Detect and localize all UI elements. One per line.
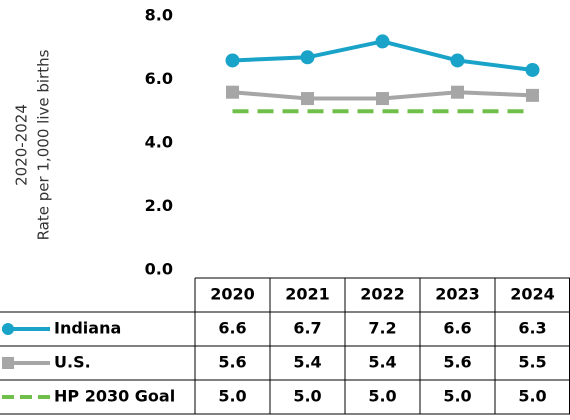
data-point xyxy=(301,92,314,106)
y-tick-label: 2.0 xyxy=(145,196,173,215)
data-point xyxy=(225,53,240,68)
x-tick-label: 2024 xyxy=(510,285,555,304)
table-value: 6.7 xyxy=(293,319,321,338)
table-value: 6.6 xyxy=(443,319,471,338)
table-value: 5.5 xyxy=(518,353,546,372)
data-point xyxy=(525,62,540,77)
table-value: 6.6 xyxy=(218,319,246,338)
table-value: 5.6 xyxy=(443,353,471,372)
y-axis-label: 2020-2024 xyxy=(13,104,31,186)
table-value: 5.0 xyxy=(443,387,471,406)
x-tick-label: 2020 xyxy=(210,285,255,304)
data-point xyxy=(300,50,315,65)
x-tick-label: 2022 xyxy=(360,285,405,304)
table-value: 7.2 xyxy=(368,319,396,338)
y-tick-label: 0.0 xyxy=(145,260,173,279)
data-point xyxy=(526,88,539,102)
table-value: 5.4 xyxy=(368,353,396,372)
table-value: 5.0 xyxy=(518,387,546,406)
data-point xyxy=(226,85,239,99)
y-tick-label: 8.0 xyxy=(145,6,173,25)
data-point xyxy=(376,92,389,106)
table-value: 5.0 xyxy=(218,387,246,406)
legend-label: Indiana xyxy=(54,319,121,338)
table-value: 5.4 xyxy=(293,353,321,372)
data-point xyxy=(375,34,390,49)
x-tick-label: 2023 xyxy=(435,285,480,304)
table-value: 5.0 xyxy=(293,387,321,406)
legend-label: U.S. xyxy=(54,353,91,372)
y-axis-label: Rate per 1,000 live births xyxy=(35,49,53,240)
x-tick-label: 2021 xyxy=(285,285,330,304)
y-tick-label: 4.0 xyxy=(145,133,173,152)
y-tick-label: 6.0 xyxy=(145,69,173,88)
legend-marker xyxy=(2,323,14,335)
table-value: 6.3 xyxy=(518,319,546,338)
table-value: 5.0 xyxy=(368,387,396,406)
data-point xyxy=(450,53,465,68)
table-value: 5.6 xyxy=(218,353,246,372)
data-point xyxy=(451,85,464,99)
legend-label: HP 2030 Goal xyxy=(54,387,175,406)
legend-marker xyxy=(2,357,14,369)
